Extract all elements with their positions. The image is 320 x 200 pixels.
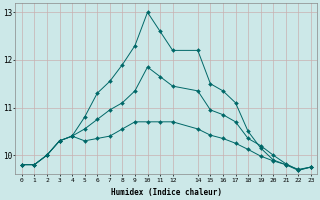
X-axis label: Humidex (Indice chaleur): Humidex (Indice chaleur) xyxy=(111,188,222,197)
